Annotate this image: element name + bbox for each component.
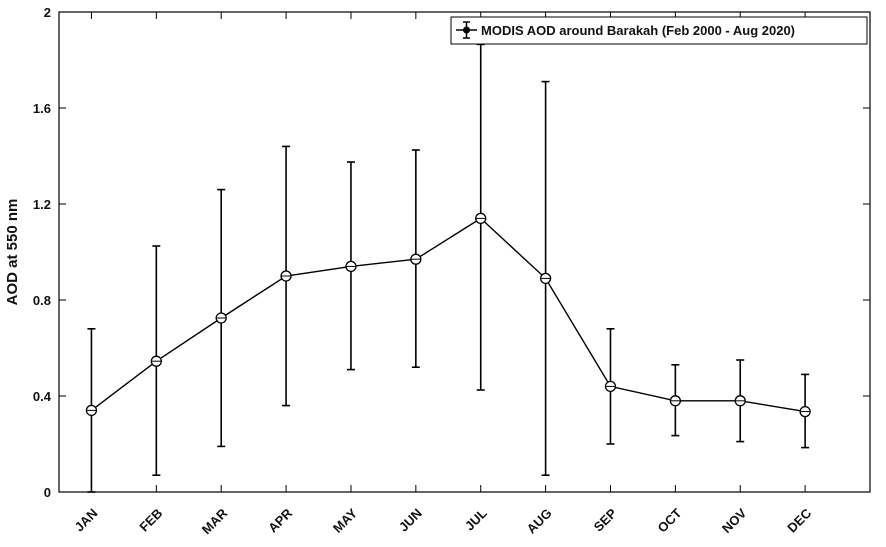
- x-tick-label: JAN: [72, 506, 101, 535]
- y-tick-label: 1.6: [33, 101, 51, 116]
- y-tick-label: 0: [44, 485, 51, 500]
- y-tick-label: 0.4: [33, 389, 52, 404]
- y-axis-label: AOD at 550 nm: [4, 199, 21, 306]
- legend-box: [450, 16, 868, 45]
- y-tick-label: 1.2: [33, 197, 51, 212]
- x-tick-label: OCT: [654, 505, 684, 535]
- legend-label: MODIS AOD around Barakah (Feb 2000 - Aug…: [481, 23, 795, 38]
- plot-frame: [58, 11, 871, 493]
- series-line: [91, 217, 806, 413]
- x-tick-label: SEP: [591, 505, 620, 534]
- ticks-layer: 0 0.4 0.8 1.2 1.6 2 JAN FEB MAR APR MAY JUN JUL AUG SE…: [33, 5, 870, 537]
- x-tick-label: JUN: [396, 506, 425, 535]
- legend: MODIS AOD around Barakah (Feb 2000 - Aug…: [450, 16, 868, 45]
- legend-marker-icon: [463, 26, 470, 34]
- x-tick-label: MAR: [199, 505, 231, 537]
- y-tick-label: 0.8: [33, 293, 51, 308]
- x-tick-label: NOV: [719, 505, 750, 536]
- plot-layer: [85, 43, 811, 493]
- x-tick-label: FEB: [136, 506, 165, 535]
- y-tick-label: 2: [44, 5, 51, 20]
- x-tick-label: MAY: [330, 505, 360, 535]
- x-tick-label: JUL: [462, 505, 490, 533]
- x-tick-label: APR: [265, 505, 295, 535]
- x-tick-label: DEC: [784, 505, 814, 535]
- x-tick-label: AUG: [524, 506, 555, 537]
